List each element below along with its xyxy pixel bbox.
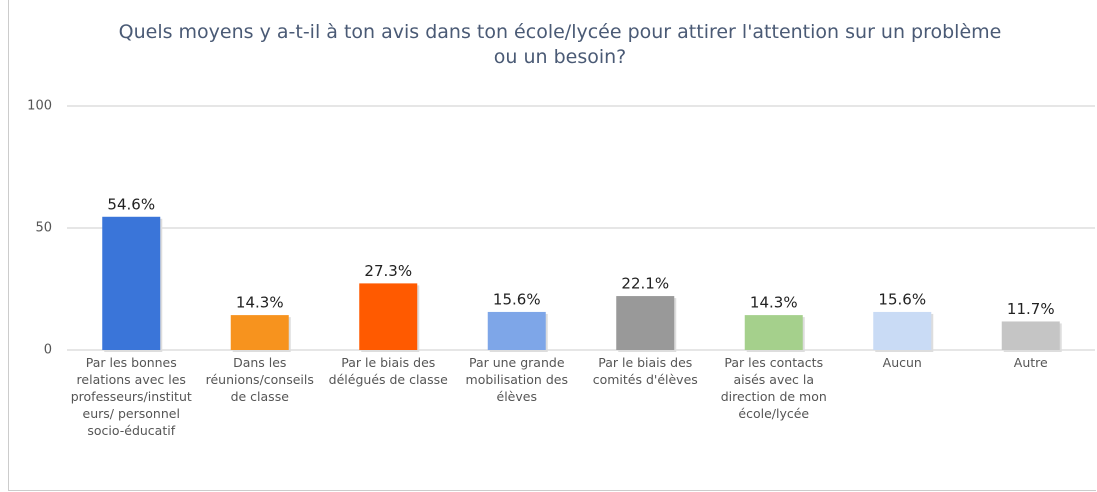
value-label: 22.1% — [621, 275, 669, 293]
bar — [487, 311, 546, 350]
value-label: 11.7% — [1007, 300, 1055, 318]
value-label: 54.6% — [107, 195, 155, 213]
bar — [1001, 321, 1060, 350]
value-label: 15.6% — [493, 290, 541, 308]
y-tick-label: 50 — [35, 221, 52, 236]
value-label: 14.3% — [750, 294, 798, 312]
x-tick-label: Par les bonnes relations avec les profes… — [70, 355, 192, 438]
x-tick-label: Par le biais des comités d'élèves — [592, 355, 698, 387]
chart-title: Quels moyens y a-t-il à ton avis dans to… — [118, 21, 1002, 68]
bar — [616, 296, 675, 350]
bar — [873, 311, 932, 350]
value-label: 14.3% — [236, 294, 284, 312]
bar — [102, 216, 161, 350]
x-tick-label: Dans les réunions/conseils de classe — [205, 355, 314, 404]
y-tick-label: 100 — [27, 99, 52, 114]
bar — [359, 283, 418, 350]
x-tick-label: Par les contacts aisés avec la direction… — [720, 355, 827, 421]
bar — [744, 315, 803, 350]
x-tick-label: Autre — [1013, 355, 1048, 370]
x-tick-label: Par le biais des délégués de classe — [328, 355, 448, 387]
y-tick-label: 0 — [44, 343, 52, 358]
value-label: 27.3% — [364, 262, 412, 280]
frame — [8, 0, 1096, 491]
x-tick-label: Par une grande mobilisation des élèves — [465, 355, 568, 404]
value-label: 15.6% — [878, 290, 926, 308]
bar — [230, 315, 289, 350]
x-tick-label: Aucun — [882, 355, 922, 370]
